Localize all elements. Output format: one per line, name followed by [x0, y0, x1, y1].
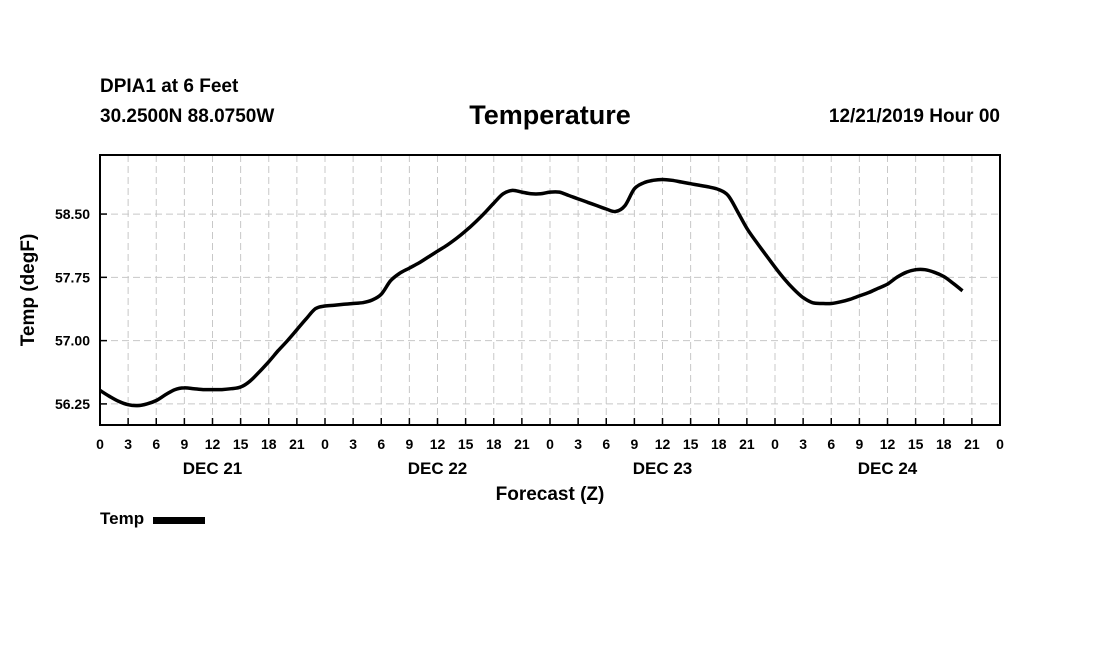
x-tick-label: 0 — [96, 436, 104, 452]
x-tick-label: 3 — [799, 436, 807, 452]
y-tick-label: 56.25 — [55, 396, 90, 412]
legend: Temp — [100, 509, 206, 529]
x-tick-label: 3 — [124, 436, 132, 452]
x-tick-label: 6 — [827, 436, 835, 452]
x-tick-label: 12 — [880, 436, 896, 452]
forecast-valid-time: 12/21/2019 Hour 00 — [828, 106, 1000, 127]
y-tick-label: 57.75 — [55, 269, 90, 285]
station-coordinates: 30.2500N 88.0750W — [100, 106, 275, 127]
x-tick-label: 0 — [996, 436, 1004, 452]
x-tick-label: 12 — [205, 436, 221, 452]
chart-title: Temperature — [469, 100, 631, 130]
x-tick-label: 12 — [655, 436, 671, 452]
x-tick-label: 3 — [574, 436, 582, 452]
x-tick-label: 0 — [321, 436, 329, 452]
legend-swatch — [153, 517, 206, 524]
x-tick-label: 15 — [683, 436, 699, 452]
day-label: DEC 22 — [408, 459, 468, 478]
x-tick-label: 6 — [602, 436, 610, 452]
x-tick-label: 9 — [180, 436, 188, 452]
day-label: DEC 21 — [183, 459, 243, 478]
data-layer — [99, 177, 964, 408]
x-tick-label: 18 — [486, 436, 502, 452]
x-tick-label: 18 — [261, 436, 277, 452]
y-tick-label: 57.00 — [55, 333, 90, 349]
x-tick-label: 15 — [458, 436, 474, 452]
x-tick-label: 15 — [233, 436, 249, 452]
station-label: DPIA1 at 6 Feet — [100, 76, 239, 97]
day-label: DEC 23 — [633, 459, 693, 478]
x-tick-label: 0 — [546, 436, 554, 452]
x-tick-label: 21 — [739, 436, 755, 452]
x-tick-label: 6 — [377, 436, 385, 452]
x-tick-label: 21 — [964, 436, 980, 452]
x-tick-label: 12 — [430, 436, 446, 452]
x-tick-label: 9 — [630, 436, 638, 452]
series-line-temp — [99, 177, 964, 408]
x-tick-label: 21 — [289, 436, 305, 452]
y-tick-label: 58.50 — [55, 206, 90, 222]
x-tick-label: 18 — [936, 436, 952, 452]
x-axis-title: Forecast (Z) — [496, 484, 605, 505]
x-tick-label: 9 — [405, 436, 413, 452]
x-tick-label: 6 — [152, 436, 160, 452]
x-tick-label: 15 — [908, 436, 924, 452]
legend-label: Temp — [100, 509, 145, 528]
x-tick-label: 18 — [711, 436, 727, 452]
x-tick-label: 0 — [771, 436, 779, 452]
x-tick-label: 9 — [855, 436, 863, 452]
x-tick-label: 21 — [514, 436, 530, 452]
axes: 0 3 6 9 12 15 18 21 0 3 6 9 12 15 18 21 0 3 6 9 12 15 18 21 0 3 6 9… — [55, 206, 1004, 478]
y-axis-title: Temp (degF) — [18, 234, 39, 347]
day-label: DEC 24 — [858, 459, 918, 478]
x-tick-label: 3 — [349, 436, 357, 452]
grid — [100, 155, 1000, 425]
